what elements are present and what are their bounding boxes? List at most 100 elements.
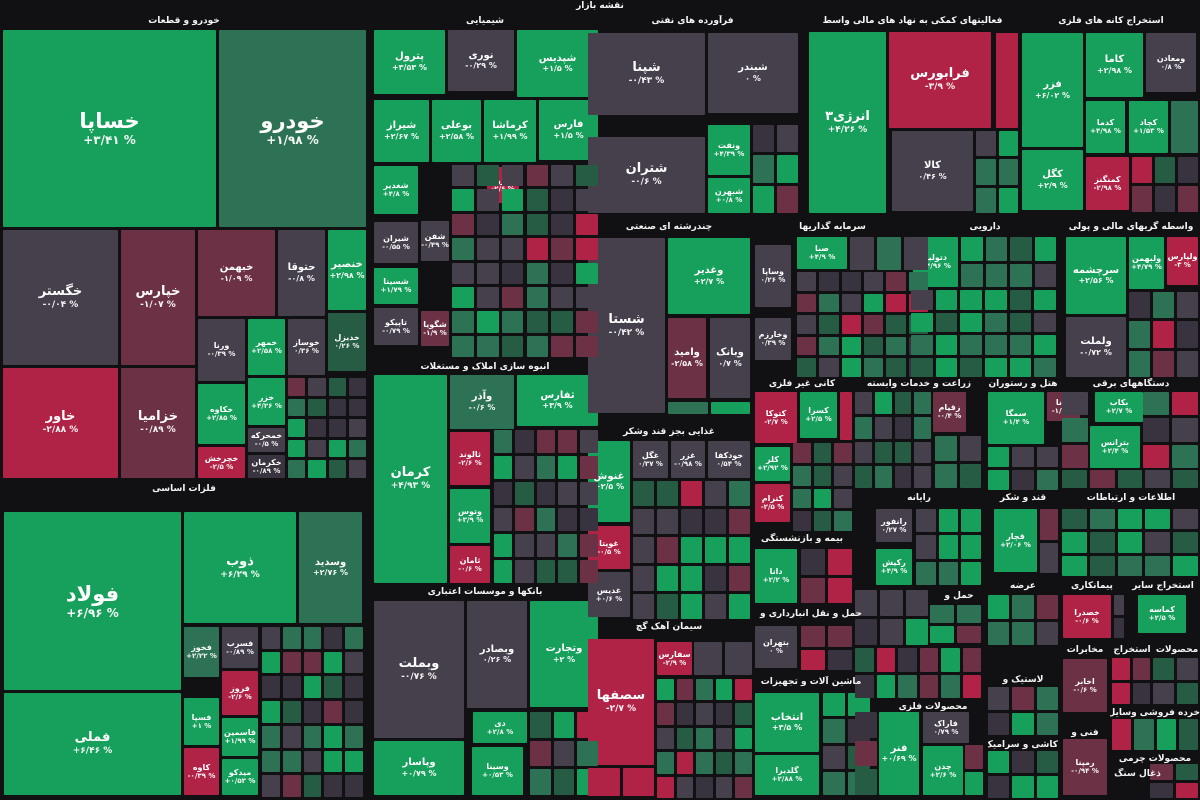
small-stock-tile[interactable] xyxy=(880,619,903,645)
small-stock-tile[interactable] xyxy=(855,466,872,488)
tile-فخوز[interactable]: فخوز +۲/۲۲ % xyxy=(184,627,219,677)
small-stock-tile[interactable] xyxy=(515,430,534,453)
small-stock-tile[interactable] xyxy=(551,238,574,260)
small-stock-tile[interactable] xyxy=(633,565,654,591)
tile-شگویا[interactable]: شگویا -۱/۹ % xyxy=(421,311,449,346)
small-stock-tile[interactable] xyxy=(324,627,343,649)
tile-بترانس[interactable]: بترانس +۲/۴ % xyxy=(1090,426,1140,468)
small-stock-tile[interactable] xyxy=(864,358,884,377)
small-stock-tile[interactable] xyxy=(551,335,574,357)
small-stock-tile[interactable] xyxy=(1062,532,1087,553)
small-stock-tile[interactable] xyxy=(874,466,892,488)
small-stock-tile[interactable] xyxy=(911,290,933,310)
tile-گلدیرا[interactable]: گلدیرا +۲/۸۸ % xyxy=(755,755,819,795)
small-stock-tile[interactable] xyxy=(526,262,549,284)
small-stock-tile[interactable] xyxy=(988,687,1010,710)
small-stock-tile[interactable] xyxy=(303,725,322,748)
small-stock-tile[interactable] xyxy=(894,416,912,439)
small-stock-tile[interactable] xyxy=(1009,312,1032,332)
small-stock-tile[interactable] xyxy=(494,456,513,479)
small-stock-tile[interactable] xyxy=(501,238,524,260)
small-stock-tile[interactable] xyxy=(957,625,981,643)
small-stock-tile[interactable] xyxy=(681,481,702,507)
tile-تاپیکو[interactable]: تاپیکو -۰/۷۹ % xyxy=(374,308,418,345)
small-stock-tile[interactable] xyxy=(729,481,750,507)
small-stock-tile[interactable] xyxy=(834,465,852,486)
small-stock-tile[interactable] xyxy=(1117,470,1143,488)
small-stock-tile[interactable] xyxy=(1040,542,1058,573)
small-stock-tile[interactable] xyxy=(1009,290,1032,310)
small-stock-tile[interactable] xyxy=(348,460,366,478)
tile-رکیش[interactable]: رکیش +۴/۹ % xyxy=(876,549,912,585)
tile-کمنگنز[interactable]: کمنگنز -۲/۹۸ % xyxy=(1086,157,1129,210)
small-stock-tile[interactable] xyxy=(1062,444,1088,468)
small-stock-tile[interactable] xyxy=(1172,444,1198,468)
small-stock-tile[interactable] xyxy=(526,189,549,211)
small-stock-tile[interactable] xyxy=(998,131,1018,157)
small-stock-tile[interactable] xyxy=(452,311,474,333)
small-stock-tile[interactable] xyxy=(828,626,852,647)
tile-فروز[interactable]: فروز -۲/۶ % xyxy=(222,671,258,715)
small-stock-tile[interactable] xyxy=(694,642,722,675)
tile-وتوس[interactable]: وتوس +۳/۹ % xyxy=(450,489,490,543)
small-stock-tile[interactable] xyxy=(705,565,726,591)
small-stock-tile[interactable] xyxy=(874,392,892,414)
small-stock-tile[interactable] xyxy=(303,651,322,674)
small-stock-tile[interactable] xyxy=(1132,682,1150,704)
small-stock-tile[interactable] xyxy=(729,537,750,563)
small-stock-tile[interactable] xyxy=(930,625,954,643)
small-stock-tile[interactable] xyxy=(576,213,598,236)
tile-زقیام[interactable]: زقیام -۰/۴ % xyxy=(933,392,966,432)
small-stock-tile[interactable] xyxy=(855,441,872,464)
small-stock-tile[interactable] xyxy=(324,750,343,773)
small-stock-tile[interactable] xyxy=(345,651,363,674)
small-stock-tile[interactable] xyxy=(526,213,549,236)
small-stock-tile[interactable] xyxy=(864,293,884,313)
small-stock-tile[interactable] xyxy=(1012,470,1034,490)
small-stock-tile[interactable] xyxy=(303,676,322,699)
small-stock-tile[interactable] xyxy=(801,577,825,603)
small-stock-tile[interactable] xyxy=(324,701,343,723)
small-stock-tile[interactable] xyxy=(452,213,474,236)
small-stock-tile[interactable] xyxy=(494,482,513,505)
small-stock-tile[interactable] xyxy=(819,315,839,334)
small-stock-tile[interactable] xyxy=(303,701,322,723)
small-stock-tile[interactable] xyxy=(1153,658,1174,680)
small-stock-tile[interactable] xyxy=(886,293,906,313)
small-stock-tile[interactable] xyxy=(476,311,499,333)
small-stock-tile[interactable] xyxy=(1173,555,1198,576)
small-stock-tile[interactable] xyxy=(553,740,575,767)
small-stock-tile[interactable] xyxy=(876,674,895,698)
small-stock-tile[interactable] xyxy=(1143,418,1169,442)
small-stock-tile[interactable] xyxy=(282,651,301,674)
small-stock-tile[interactable] xyxy=(515,560,534,583)
small-stock-tile[interactable] xyxy=(908,272,928,291)
small-stock-tile[interactable] xyxy=(905,619,928,645)
tile-شپدیس[interactable]: شپدیس +۱/۵ % xyxy=(517,30,598,97)
small-stock-tile[interactable] xyxy=(1178,186,1198,212)
small-stock-tile[interactable] xyxy=(914,416,931,439)
small-stock-tile[interactable] xyxy=(797,336,817,356)
small-stock-tile[interactable] xyxy=(345,627,363,649)
small-stock-tile[interactable] xyxy=(1034,357,1056,377)
small-stock-tile[interactable] xyxy=(1036,621,1058,645)
small-stock-tile[interactable] xyxy=(898,648,917,672)
small-stock-tile[interactable] xyxy=(935,290,958,310)
small-stock-tile[interactable] xyxy=(841,358,861,377)
small-stock-tile[interactable] xyxy=(911,312,933,332)
small-stock-tile[interactable] xyxy=(1114,618,1124,638)
small-stock-tile[interactable] xyxy=(834,488,852,509)
small-stock-tile[interactable] xyxy=(1112,719,1132,750)
small-stock-tile[interactable] xyxy=(735,776,752,798)
small-stock-tile[interactable] xyxy=(957,605,981,623)
small-stock-tile[interactable] xyxy=(633,481,654,507)
small-stock-tile[interactable] xyxy=(576,189,598,211)
small-stock-tile[interactable] xyxy=(282,676,301,699)
small-stock-tile[interactable] xyxy=(988,447,1010,467)
small-stock-tile[interactable] xyxy=(657,679,674,701)
small-stock-tile[interactable] xyxy=(876,648,895,672)
small-stock-tile[interactable] xyxy=(976,159,996,185)
tile-ومعادن[interactable]: ومعادن ۰/۸ % xyxy=(1146,33,1196,92)
small-stock-tile[interactable] xyxy=(452,262,474,284)
tile-خاور[interactable]: خاور -۲/۸۸ % xyxy=(3,368,118,478)
